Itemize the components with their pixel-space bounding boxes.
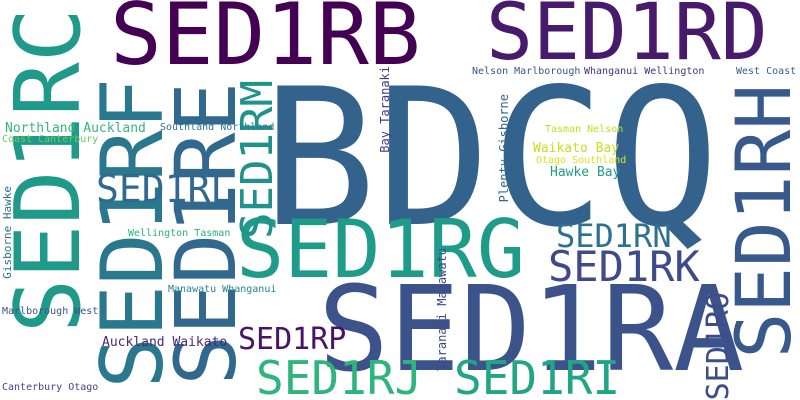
word-hawke-bay: Hawke Bay (550, 165, 621, 180)
word-sed1ri: SED1RI (454, 351, 621, 400)
word-sed1rh: SED1RH (719, 84, 800, 359)
word-sed1rb: SED1RB (110, 0, 421, 85)
word-west-coast: West Coast (736, 66, 797, 77)
word-sed1ro: SED1RO (701, 292, 736, 400)
word-sed1rd: SED1RD (486, 0, 768, 78)
word-tasman-nelson: Tasman Nelson (545, 124, 624, 135)
word-sed1rp: SED1RP (238, 322, 347, 357)
word-southland-northland: Southland Northland (160, 122, 275, 133)
word-sed1rm: SED1RM (232, 80, 283, 239)
word-northland-auckland: Northland Auckland (5, 121, 146, 136)
word-waikato-bay: Waikato Bay (533, 141, 620, 156)
word-sed1rg: SED1RG (236, 203, 525, 296)
word-bay-taranaki: Bay Taranaki (378, 66, 392, 153)
word-canterbury-otago: Canterbury Otago (2, 382, 99, 393)
word-sed1rc: SED1RC (0, 8, 101, 334)
word-auckland-waikato: Auckland Waikato (102, 335, 228, 350)
word-gisborne-hawke: Gisborne Hawke (1, 186, 14, 279)
word-sed1rn: SED1RN (556, 217, 672, 255)
word-marlborough-west: Marlborough West (2, 306, 99, 317)
word-whanganui-wellington: Whanganui Wellington (584, 66, 705, 77)
word-coast-canterbury: Coast Canterbury (2, 134, 99, 145)
word-manawatu-whanganui: Manawatu Whanganui (168, 284, 277, 295)
word-taranaki-manawatu: Taranaki Manawatu (435, 248, 449, 371)
word-plenty-gisborne: Plenty Gisborne (497, 94, 511, 203)
word-sed1rl: SED1RL (96, 167, 234, 211)
word-otago-southland: Otago Southland (536, 155, 627, 166)
word-bdcq: BDCQ (262, 48, 720, 269)
word-sed1ra: SED1RA (318, 260, 745, 398)
word-nelson-marlborough: Nelson Marlborough (472, 66, 581, 77)
word-sed1rk: SED1RK (548, 242, 700, 291)
word-sed1rj: SED1RJ (256, 351, 423, 400)
word-wellington-tasman: Wellington Tasman (128, 228, 231, 239)
